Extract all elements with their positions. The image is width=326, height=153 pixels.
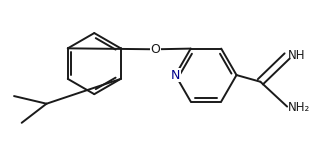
Text: O: O [150,43,160,56]
Text: N: N [171,69,180,82]
Text: NH: NH [288,49,305,62]
Text: NH₂: NH₂ [288,101,310,114]
